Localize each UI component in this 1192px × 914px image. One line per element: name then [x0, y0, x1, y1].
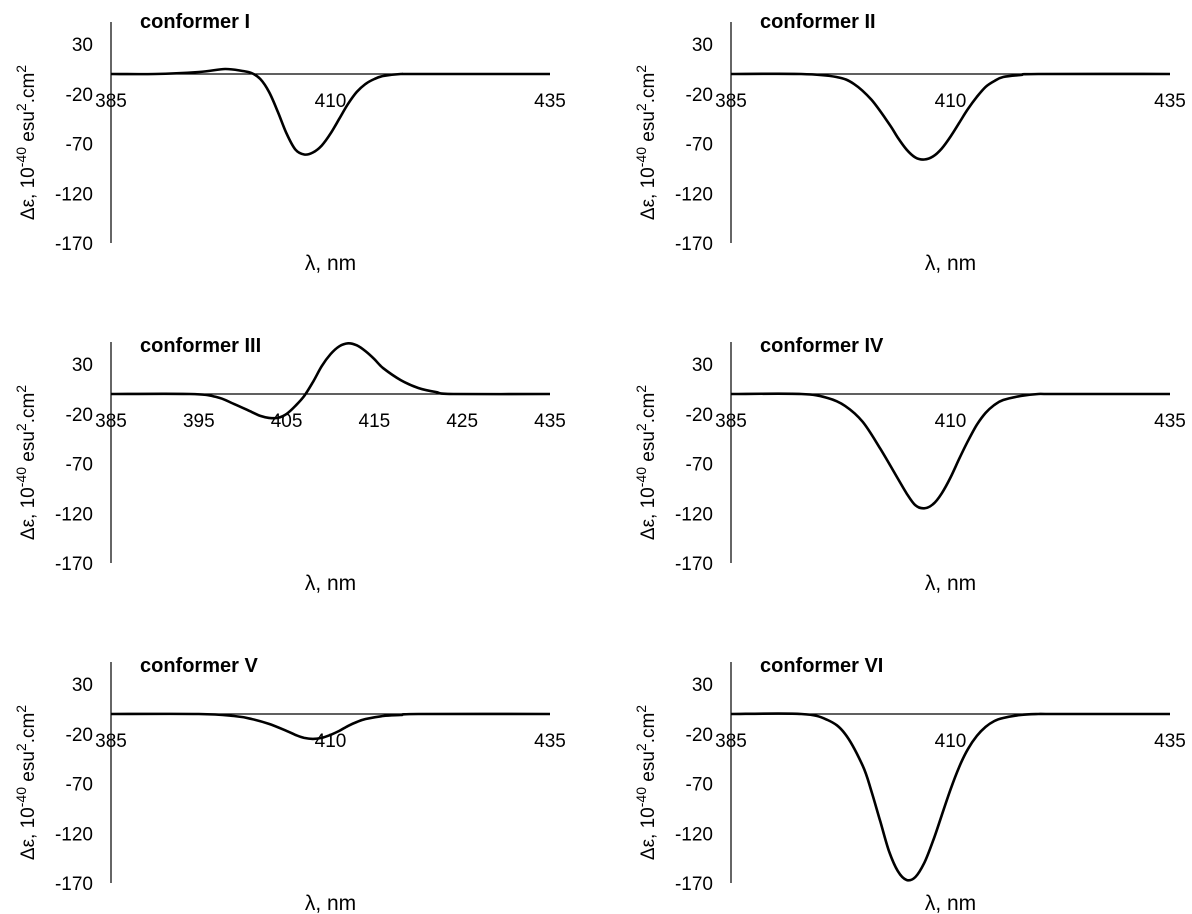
y-tick-label: -70	[686, 455, 713, 476]
y-tick-label: -170	[675, 234, 713, 255]
x-axis-label: λ, nm	[305, 572, 356, 595]
series-line-1	[730, 72, 1171, 161]
x-tick-label: 410	[935, 91, 967, 112]
y-tick-label: -120	[675, 824, 713, 845]
series-line-1	[730, 712, 1170, 882]
y-axis-label: Δε, 10-40 esu2.cm2	[633, 385, 659, 540]
chart-panel-1: conformer I 30 -20 -70 -120 -170 385 410 435 λ, n…	[13, 11, 566, 275]
x-tick-label: 410	[315, 731, 347, 752]
y-tick-label: -20	[66, 405, 93, 426]
x-tick-label: 425	[446, 411, 478, 432]
y-tick-label: -20	[66, 725, 93, 746]
y-tick-label: -120	[55, 504, 93, 525]
y-tick-label: -120	[55, 824, 93, 845]
y-axis-label: Δε, 10-40 esu2.cm2	[13, 385, 39, 540]
y-axis-label: Δε, 10-40 esu2.cm2	[13, 65, 39, 220]
x-tick-label: 435	[534, 91, 566, 112]
x-axis-label: λ, nm	[305, 252, 356, 275]
y-axis-label: Δε, 10-40 esu2.cm2	[13, 705, 39, 860]
series-line-1	[110, 712, 551, 741]
x-axis-label: λ, nm	[925, 572, 976, 595]
y-tick-label: -120	[55, 184, 93, 205]
chart-panel-2: conformer II 30 -20 -70 -120 -170 385 410 435 λ, …	[633, 11, 1186, 275]
y-tick-label: 30	[72, 355, 93, 376]
x-tick-label: 435	[534, 411, 566, 432]
x-axis-label: λ, nm	[305, 892, 356, 914]
y-tick-label: -20	[66, 85, 93, 106]
x-tick-label: 410	[935, 731, 967, 752]
series-line-1	[110, 67, 550, 156]
x-tick-label: 405	[271, 411, 303, 432]
x-tick-label: 415	[359, 411, 391, 432]
y-tick-label: 30	[72, 35, 93, 56]
y-tick-label: -170	[675, 554, 713, 575]
x-tick-label: 395	[183, 411, 215, 432]
y-tick-label: -70	[686, 775, 713, 796]
y-tick-label: -20	[686, 725, 713, 746]
chart-panel-5: conformer V 30 -20 -70 -120 -170 385 410 435 λ, n…	[13, 655, 566, 914]
chart-title: conformer III	[140, 335, 261, 357]
chart-title: conformer VI	[760, 655, 883, 677]
x-axis-label: λ, nm	[925, 252, 976, 275]
chart-panel-3: conformer III 30 -20 -70 -120 -170 385 395 405 41…	[13, 335, 566, 595]
y-tick-label: -170	[55, 234, 93, 255]
x-tick-label: 385	[95, 91, 127, 112]
y-tick-label: -70	[686, 135, 713, 156]
y-tick-label: -120	[675, 504, 713, 525]
x-tick-label: 385	[715, 411, 747, 432]
series-line-1	[730, 392, 1170, 510]
y-tick-label: -70	[66, 775, 93, 796]
y-tick-label: -170	[55, 874, 93, 895]
y-tick-label: -70	[66, 135, 93, 156]
x-tick-label: 385	[95, 731, 127, 752]
y-tick-label: 30	[692, 35, 713, 56]
y-tick-label: -70	[66, 455, 93, 476]
y-tick-label: -120	[675, 184, 713, 205]
x-tick-label: 410	[935, 411, 967, 432]
y-tick-label: -20	[686, 405, 713, 426]
x-tick-label: 435	[1154, 411, 1186, 432]
chart-panel-4: conformer IV 30 -20 -70 -120 -170 385 410 435 λ, …	[633, 335, 1186, 595]
x-tick-label: 435	[1154, 91, 1186, 112]
x-axis-label: λ, nm	[925, 892, 976, 914]
x-tick-label: 385	[715, 731, 747, 752]
chart-title: conformer I	[140, 11, 250, 33]
y-tick-label: -170	[675, 874, 713, 895]
x-tick-label: 435	[534, 731, 566, 752]
y-axis-label: Δε, 10-40 esu2.cm2	[633, 65, 659, 220]
series-line-1	[110, 341, 551, 420]
chart-title: conformer IV	[760, 335, 884, 357]
chart-title: conformer II	[760, 11, 876, 33]
y-tick-label: 30	[72, 675, 93, 696]
y-tick-label: -20	[686, 85, 713, 106]
x-tick-label: 410	[315, 91, 347, 112]
y-axis-label: Δε, 10-40 esu2.cm2	[633, 705, 659, 860]
x-tick-label: 385	[95, 411, 127, 432]
y-tick-label: -170	[55, 554, 93, 575]
chart-panel-6: conformer VI 30 -20 -70 -120 -170 385 410 435 λ, …	[633, 655, 1186, 914]
x-tick-label: 385	[715, 91, 747, 112]
chart-title: conformer V	[140, 655, 258, 677]
y-tick-label: 30	[692, 675, 713, 696]
y-tick-label: 30	[692, 355, 713, 376]
x-tick-label: 435	[1154, 731, 1186, 752]
